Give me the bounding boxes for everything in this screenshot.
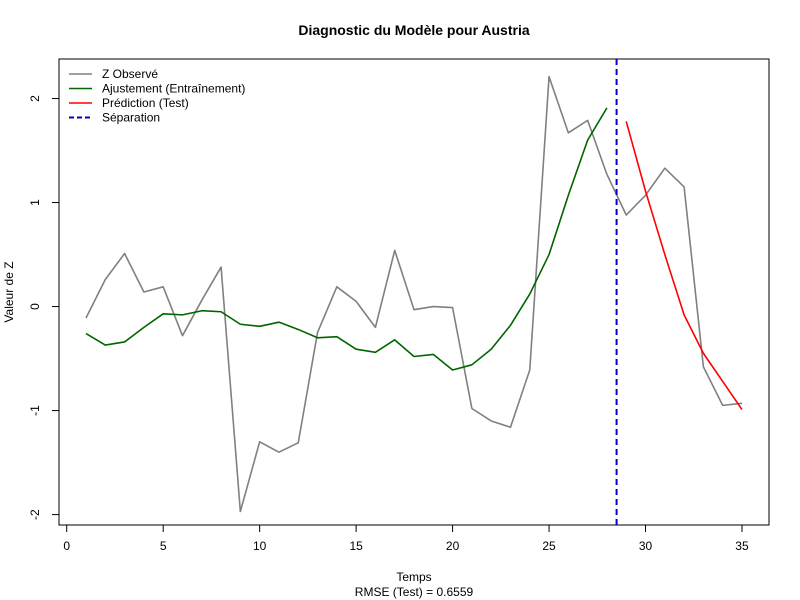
series-line-2 — [625, 121, 743, 410]
y-axis: -2 -1 0 1 2 — [28, 95, 60, 520]
series-layer — [85, 59, 743, 525]
legend-label: Séparation — [102, 111, 160, 125]
y-tick-label: 1 — [28, 199, 42, 206]
series-line-1 — [85, 107, 608, 371]
x-axis-sublabel: RMSE (Test) = 0.6559 — [355, 585, 474, 599]
x-tick-label: 5 — [160, 539, 167, 553]
x-tick-label: 10 — [253, 539, 267, 553]
x-tick-label: 35 — [735, 539, 749, 553]
y-tick-label: 0 — [28, 303, 42, 310]
y-axis-label: Valeur de Z — [2, 261, 16, 322]
x-tick-label: 30 — [639, 539, 653, 553]
legend-label: Z Observé — [102, 67, 158, 81]
chart-title: Diagnostic du Modèle pour Austria — [298, 22, 529, 38]
series-line-0 — [85, 75, 743, 513]
y-tick-label: -1 — [28, 405, 42, 416]
legend-label: Prédiction (Test) — [102, 96, 189, 110]
x-axis: 0 5 10 15 20 25 30 35 — [63, 524, 749, 553]
x-axis-label: Temps — [396, 570, 431, 584]
legend-label: Ajustement (Entraînement) — [102, 82, 245, 96]
y-tick-label: 2 — [28, 95, 42, 102]
x-tick-label: 25 — [542, 539, 556, 553]
y-tick-label: -2 — [28, 509, 42, 520]
x-tick-label: 15 — [349, 539, 363, 553]
x-tick-label: 20 — [446, 539, 460, 553]
x-tick-label: 0 — [63, 539, 70, 553]
